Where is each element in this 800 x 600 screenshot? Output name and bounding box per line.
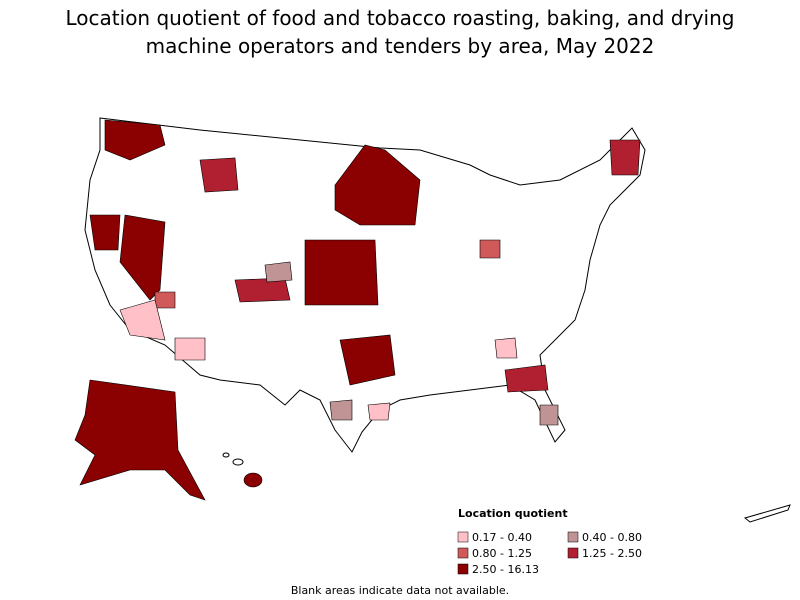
region — [119, 299, 166, 341]
region — [154, 291, 176, 309]
legend-title: Location quotient — [458, 507, 568, 520]
region — [539, 404, 559, 426]
island — [222, 452, 230, 458]
legend-label: 1.25 - 2.50 — [582, 547, 642, 560]
region — [74, 379, 206, 501]
region — [234, 277, 291, 303]
island — [232, 458, 244, 466]
legend-swatch — [457, 547, 469, 559]
region — [479, 239, 501, 259]
legend-swatch — [567, 547, 579, 559]
region — [174, 337, 206, 361]
region — [609, 139, 641, 176]
legend-label: 0.40 - 0.80 — [582, 531, 642, 544]
region — [329, 399, 353, 421]
legend-label: 0.80 - 1.25 — [472, 547, 532, 560]
region — [104, 119, 166, 161]
footnote: Blank areas indicate data not available. — [291, 584, 509, 597]
map-title: Location quotient of food and tobacco ro… — [65, 6, 735, 58]
legend-label: 0.17 - 0.40 — [472, 531, 532, 544]
legend-swatch — [567, 531, 579, 543]
region — [494, 337, 518, 359]
islands — [743, 504, 791, 523]
legend-swatch — [457, 563, 469, 575]
region — [243, 472, 263, 488]
legend-swatch — [457, 531, 469, 543]
region — [334, 144, 421, 226]
region — [264, 261, 293, 283]
region — [89, 214, 121, 251]
legend-label: 2.50 - 16.13 — [472, 563, 539, 576]
region — [367, 402, 391, 421]
region — [504, 364, 549, 393]
region — [199, 157, 239, 193]
region — [304, 239, 379, 306]
region — [339, 334, 396, 386]
